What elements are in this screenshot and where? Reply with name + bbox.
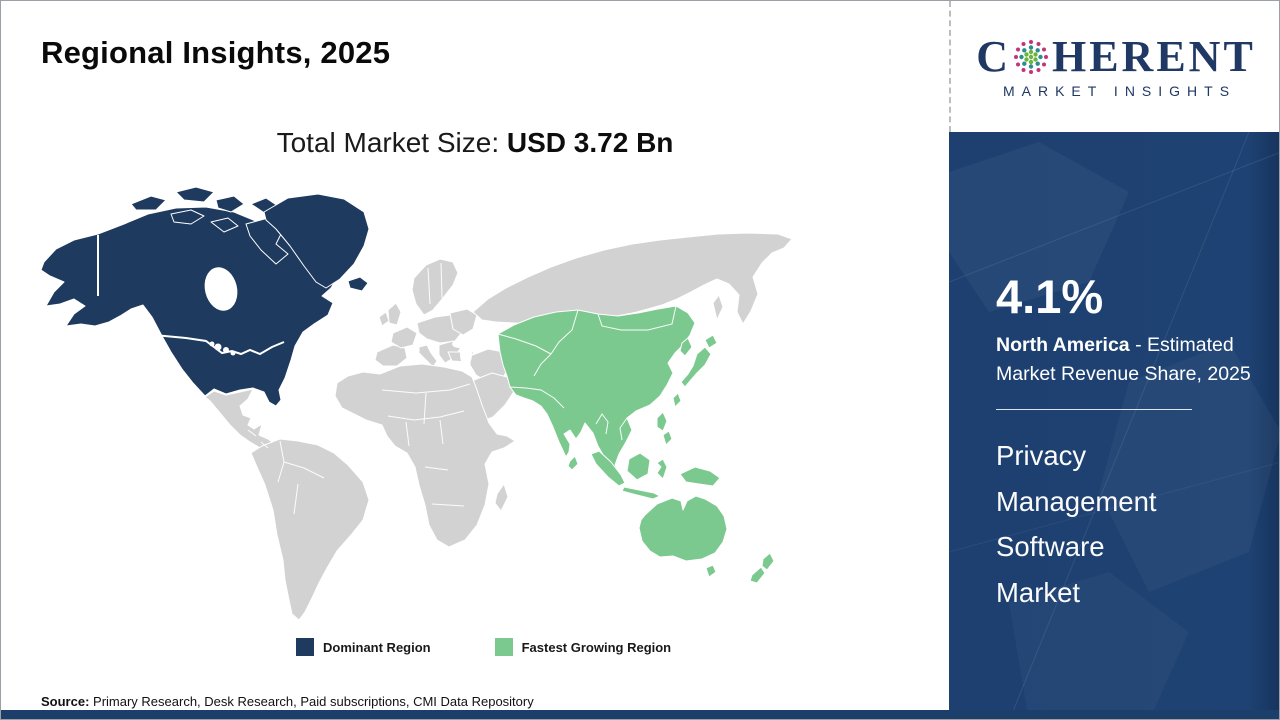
map-inland-water	[452, 340, 472, 366]
sidebar-content: 4.1% North America - Estimated Market Re…	[949, 132, 1279, 615]
sidebar-map-texture	[949, 132, 1279, 719]
share-desc-text: - Estimated Market Revenue Share, 2025	[996, 334, 1251, 385]
total-market-size-label: Total Market Size:	[276, 127, 507, 158]
market-name-line-2: Management	[996, 485, 1157, 517]
sidebar-divider	[996, 409, 1192, 410]
dotted-globe-icon	[1013, 39, 1048, 74]
market-name: Privacy Management Software Market	[996, 433, 1251, 615]
share-description: North America - Estimated Market Revenue…	[996, 331, 1251, 389]
legend-item-dominant: Dominant Region	[296, 638, 431, 656]
market-name-line-3: Software	[996, 531, 1105, 562]
total-market-size-line: Total Market Size: USD 3.72 Bn	[1, 127, 949, 159]
map-legend: Dominant Region Fastest Growing Region	[296, 638, 671, 656]
source-line: Source: Primary Research, Desk Research,…	[41, 694, 534, 709]
brand-logo: C HERENT	[949, 1, 1279, 132]
market-name-line-4: Market	[996, 576, 1081, 608]
map-region-asia-pacific	[497, 305, 775, 584]
logo-subtext: MARKET INSIGHTS	[1002, 82, 1237, 99]
map-region-rest-of-world	[204, 232, 793, 621]
bottom-accent-bar	[1, 710, 1279, 719]
market-name-line-1: Privacy	[996, 440, 1087, 471]
page-title: Regional Insights, 2025	[41, 35, 391, 70]
source-label: Source:	[41, 694, 90, 709]
share-region: North America	[996, 334, 1130, 356]
legend-item-fastest: Fastest Growing Region	[494, 638, 672, 656]
map-asia-pacific-borders	[497, 305, 677, 441]
logo-letter-c: C	[976, 31, 1011, 81]
dominant-region-swatch	[296, 638, 314, 656]
map-north-america-details	[97, 235, 285, 356]
world-map	[36, 184, 916, 624]
fastest-growing-region-swatch	[494, 638, 513, 656]
share-value: 4.1%	[996, 270, 1104, 323]
right-sidebar: 4.1% North America - Estimated Market Re…	[949, 132, 1279, 719]
map-country-borders	[247, 262, 471, 515]
world-map-svg	[40, 186, 793, 621]
map-region-north-america	[40, 186, 370, 407]
logo-word-herent: HERENT	[1051, 31, 1256, 81]
source-text: Primary Research, Desk Research, Paid su…	[89, 694, 534, 709]
fastest-growing-region-label: Fastest Growing Region	[521, 639, 672, 655]
logo-wordmark: C HERENT	[976, 31, 1256, 81]
total-market-size-value: USD 3.72 Bn	[506, 127, 674, 158]
dominant-region-label: Dominant Region	[323, 639, 431, 655]
